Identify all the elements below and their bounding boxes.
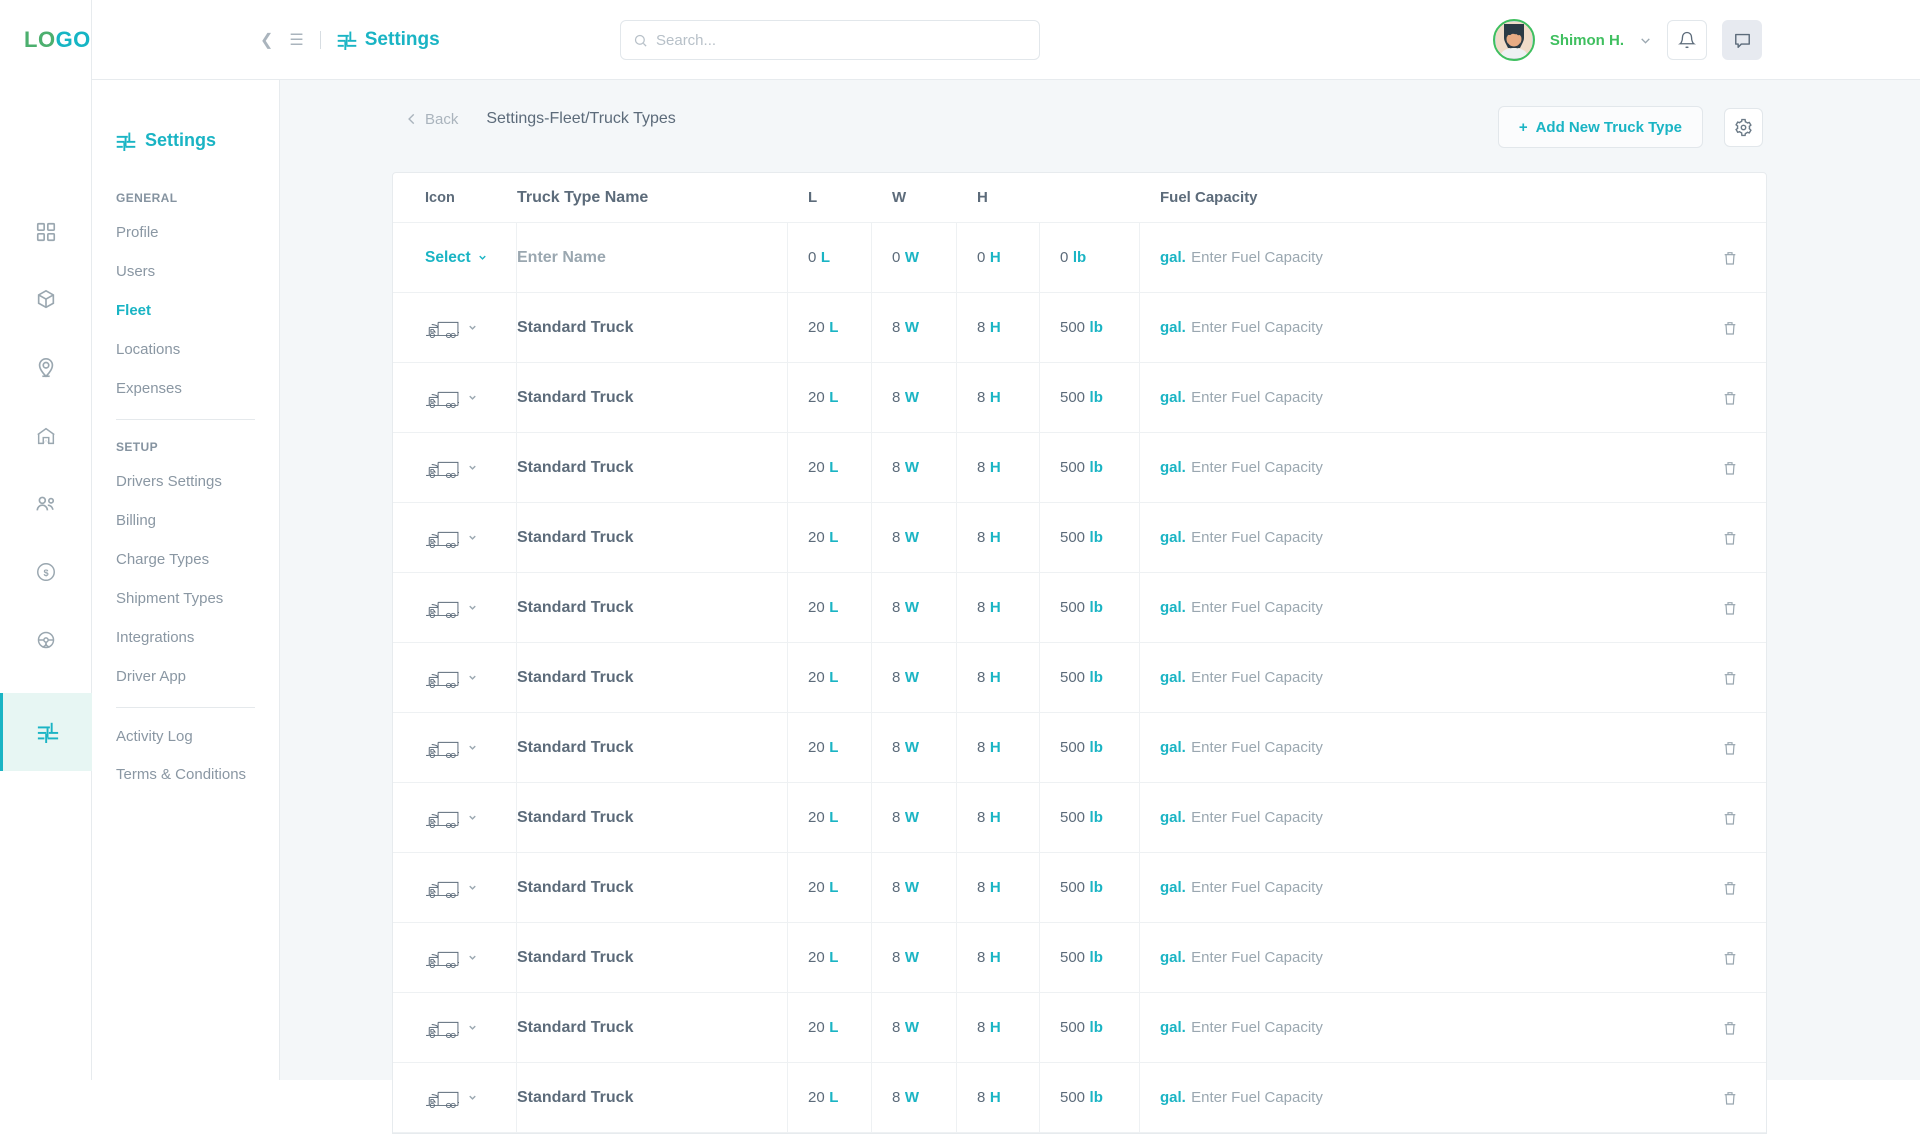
svg-text:$: $ [43, 568, 48, 578]
